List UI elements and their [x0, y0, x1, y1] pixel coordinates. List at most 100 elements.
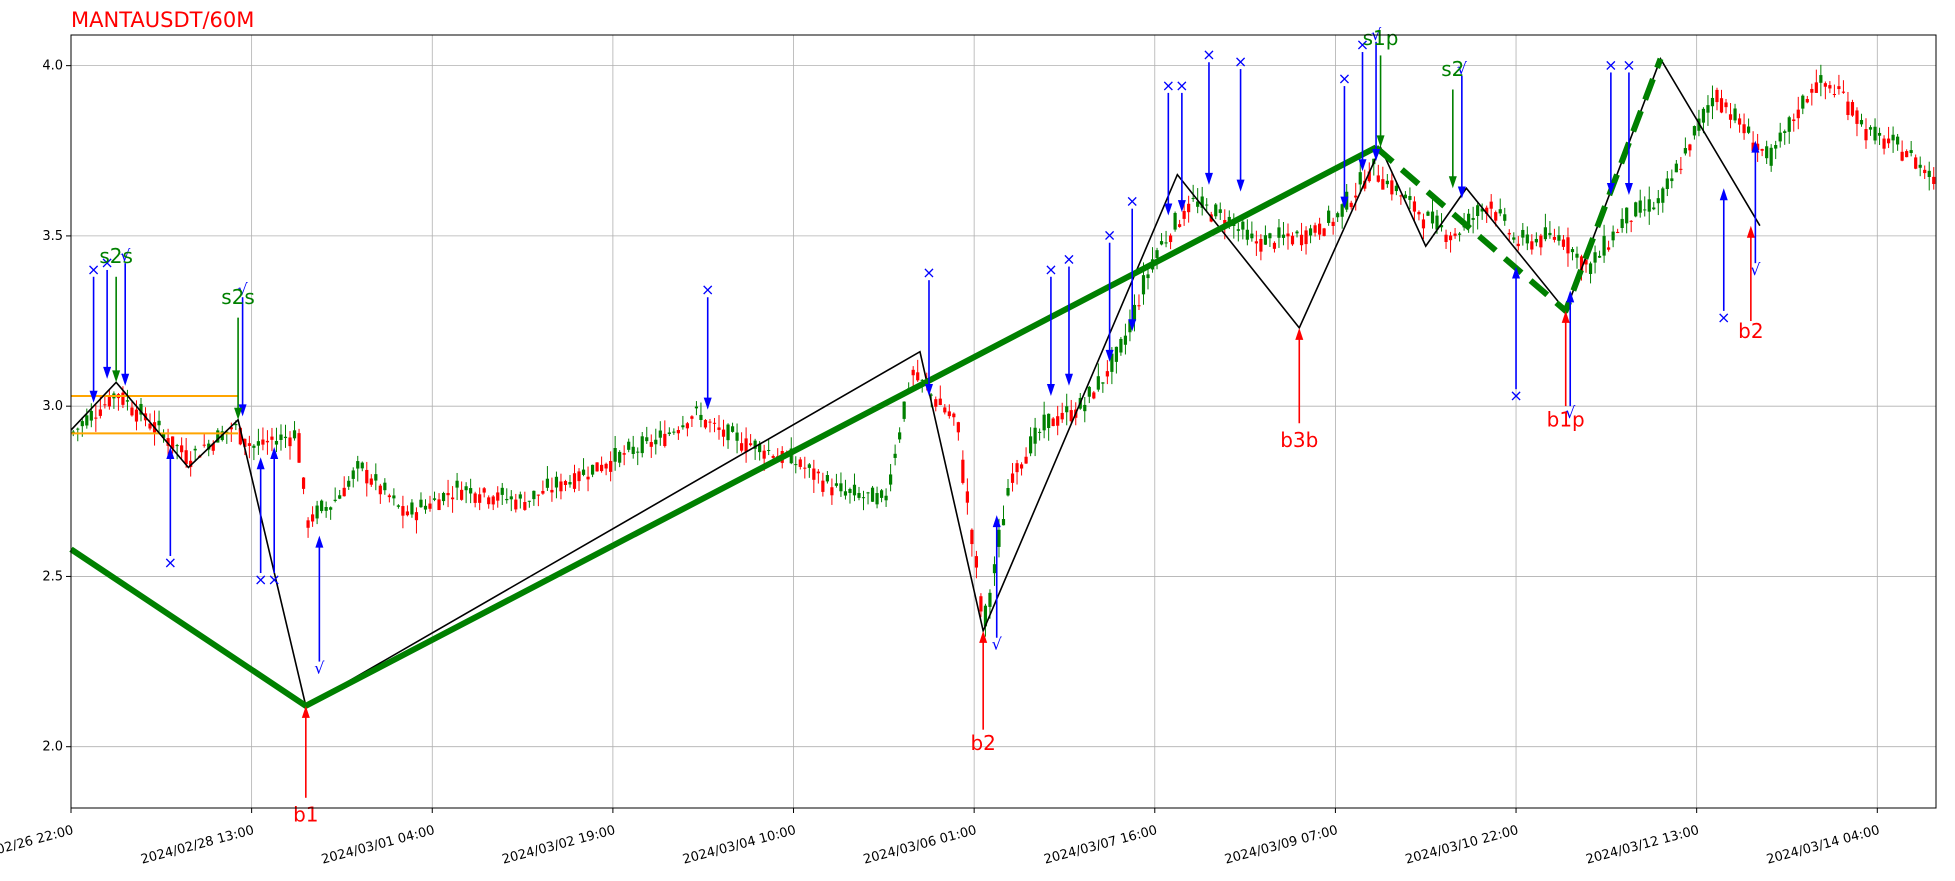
candle-body [599, 464, 604, 472]
candle-body [970, 529, 974, 545]
candle-body [1643, 209, 1647, 211]
candle-body [1173, 212, 1177, 230]
sell-signal-label: s2s [99, 244, 133, 268]
buy-signal-label: b1 [293, 803, 318, 827]
candle-body [211, 443, 215, 451]
candle-body [1313, 225, 1317, 233]
candle-body [1033, 427, 1037, 444]
arrow-head [1372, 148, 1381, 161]
marker-symbol: √ [120, 246, 131, 265]
candle-body [1837, 86, 1841, 90]
blue-marker: × [1125, 192, 1139, 332]
candle-body [202, 444, 206, 446]
arrow-head [1719, 188, 1728, 201]
candle-body [1308, 228, 1313, 236]
x-tick-label: 2024/02/26 22:00 [0, 823, 75, 868]
arrow-head [238, 404, 247, 417]
blue-marker: × [1062, 250, 1076, 386]
candle-body [771, 455, 775, 458]
candle-body [898, 432, 902, 440]
candle-body [834, 483, 839, 486]
candle-body [1065, 406, 1069, 413]
marker-symbol: × [1338, 69, 1351, 88]
candle-body [148, 423, 152, 429]
candle-body [514, 499, 518, 510]
blue-marker: × [100, 253, 114, 379]
sell-signal: s2s [99, 244, 133, 383]
candle-body [1683, 148, 1687, 154]
candle-body [1444, 234, 1448, 243]
candle-body [1823, 83, 1827, 87]
candle-body [1733, 108, 1737, 121]
candle-body [423, 505, 428, 510]
candle-body [1923, 169, 1927, 174]
candle-body [1891, 134, 1895, 141]
candle-body [618, 451, 622, 463]
arrow-head [256, 457, 265, 470]
x-tick-label: 2024/03/12 13:00 [1584, 823, 1700, 868]
candle-body [306, 520, 310, 528]
candle-body [1453, 233, 1457, 236]
candle-body [1706, 105, 1710, 113]
candle-body [1421, 219, 1426, 229]
candle-body [1850, 102, 1855, 116]
candle-body [130, 407, 134, 416]
candle-body [536, 494, 540, 496]
candle-body [1322, 228, 1326, 236]
sell-signal-label: s2s [221, 285, 255, 309]
blue-marker: × [268, 447, 281, 589]
arrow-head [301, 705, 310, 718]
chart-title: MANTAUSDT/60M [71, 8, 254, 32]
blue-marker: √ [1750, 140, 1761, 279]
buy-signal-label: b2 [970, 731, 995, 755]
candle-body [252, 445, 256, 448]
candle-body [1168, 235, 1173, 243]
arrow-head [1512, 266, 1521, 279]
candle-body [1525, 234, 1529, 244]
candle-body [1756, 143, 1760, 151]
candle-body [1841, 91, 1846, 93]
candle-body [1543, 227, 1547, 240]
candle-body [455, 480, 459, 488]
candle-body [852, 484, 857, 496]
arrow-head [270, 447, 279, 460]
candle-body [979, 596, 983, 612]
candle-body [1724, 102, 1728, 108]
candle-body [274, 440, 279, 445]
candle-body [1905, 151, 1909, 158]
sell-signal-label: s2 [1441, 57, 1464, 81]
candle-body [482, 488, 486, 493]
y-tick-label: 2.0 [42, 740, 63, 755]
candle-body [622, 453, 626, 455]
candle-body [1399, 195, 1403, 197]
candle-body [1412, 201, 1417, 212]
candle-body [1069, 410, 1073, 422]
candle-body [351, 470, 355, 479]
buy-signal: b3b [1280, 327, 1318, 452]
candle-body [1873, 126, 1877, 141]
candle-body [238, 427, 242, 445]
candle-body [1914, 157, 1918, 169]
candle-body [1570, 249, 1575, 253]
candle-body [1602, 235, 1606, 256]
candle-body [1742, 124, 1746, 134]
arrow-head [1105, 349, 1114, 362]
blue-marker: √ [237, 280, 248, 417]
candle-body [1385, 180, 1389, 185]
x-tick-label: 2024/03/02 19:00 [501, 823, 617, 868]
candle-body [121, 392, 125, 405]
candle-body [1114, 346, 1118, 362]
arrow-head [1561, 310, 1570, 323]
candle-body [1692, 126, 1697, 136]
marker-symbol: × [1062, 250, 1075, 269]
marker-symbol: √ [1371, 25, 1382, 44]
candle-body [586, 476, 590, 480]
candle-body [1024, 456, 1028, 464]
candle-body [992, 564, 997, 574]
candle-body [184, 450, 188, 465]
candle-body [604, 463, 608, 469]
candle-body [1146, 274, 1150, 279]
sell-signal: s1p [1363, 26, 1398, 148]
candle-body [703, 419, 708, 428]
